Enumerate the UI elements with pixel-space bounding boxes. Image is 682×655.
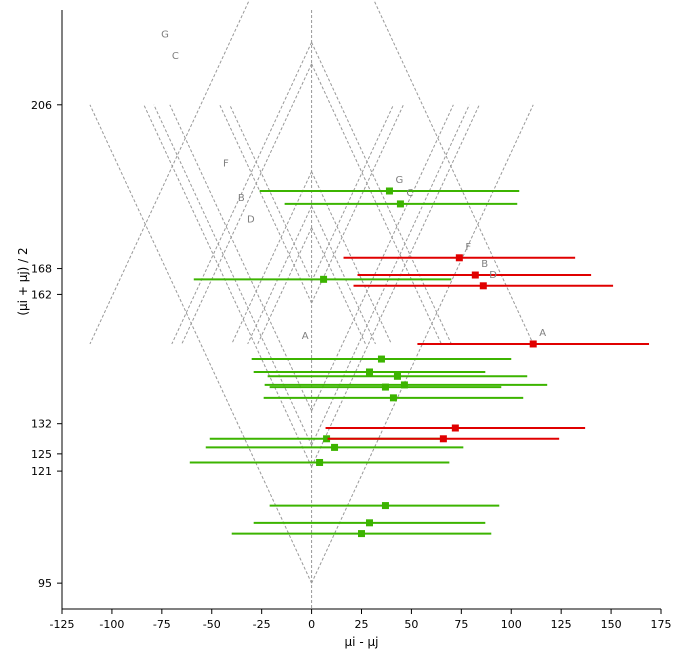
diamond-guide-line [311,104,404,304]
interval-marker [320,275,328,283]
diamond-guide-line [219,104,313,304]
x-tick-label: 25 [355,618,369,631]
diamond-labels: EEGCFBDA [161,29,309,342]
x-tick-label: -75 [153,618,171,631]
interval-marker [400,381,408,389]
diamond-guide-line [311,104,534,584]
interval-marker [385,187,393,195]
interval-marker [389,394,397,402]
x-tick-label: -100 [99,618,124,631]
diamond-guide-line [247,205,313,345]
interval-marker [471,271,479,279]
x-tick-label: -125 [50,618,75,631]
x-tick-label: 175 [651,618,672,631]
interval-marker [316,458,324,466]
y-tick-label: 125 [31,448,52,461]
interval-marker [358,530,365,538]
interval-marker [381,383,389,391]
interval-label: D [489,270,497,281]
diamond-guide-line [153,104,313,446]
interval-marker [479,282,487,290]
interval-marker [439,435,447,443]
y-tick-label: 132 [31,418,52,431]
x-axis-title: μi - μj [345,635,379,649]
y-tick-label: 162 [31,288,52,301]
interval-label: C [406,188,413,199]
diamond-guide-line [311,171,392,345]
y-axis-title: (μi + μj) / 2 [16,247,30,315]
x-tick-label: 50 [404,618,418,631]
interval-marker [365,519,373,527]
diamond-guide-line [311,42,452,345]
x-tick-label: -25 [253,618,271,631]
x-tick-label: 75 [454,618,468,631]
diamond-guide-line [373,0,534,345]
interval-marker [396,200,404,208]
diamond-guide-line [311,63,442,345]
x-tick-label: 150 [601,618,622,631]
interval-marker [529,340,537,348]
interval-marker [381,502,389,510]
interval-marker [455,254,463,262]
x-tick-label: 0 [308,618,315,631]
diamond-guide-line [229,104,313,282]
diamond-guide-line [89,104,313,584]
diamond-guide-line [89,0,250,345]
interval-label: A [539,328,546,339]
interval-label: F [465,242,471,253]
interval-marker [377,355,385,363]
diamond-guide-line [143,104,313,468]
x-tick-label: 100 [501,618,522,631]
interval-label: B [481,259,488,270]
interval-marker [393,372,401,380]
diamond-label: G [161,29,169,40]
diamond-label: A [302,331,309,342]
diamond-guide-line [231,171,313,345]
interval-marker [323,435,331,443]
diamond-guide-line [171,42,313,345]
diamond-guide-line [169,104,313,411]
diamond-guide-line [311,104,480,468]
diamond-guide-lines [89,0,534,584]
x-tick-label: 125 [551,618,572,631]
diamond-label: F [223,159,229,170]
diamond-guide-line [311,205,376,345]
x-tick-label: -50 [203,618,221,631]
x-axis-ticks: -125 -100 -75 -50 -25 0 25 50 75 100 125 150 175 [50,609,672,631]
axes [61,10,661,610]
y-tick-label: 95 [38,577,52,590]
y-tick-label: 168 [31,263,52,276]
diamond-label: B [238,193,245,204]
diamond-guide-line [311,227,366,345]
diamond-label: D [247,215,255,226]
y-axis-ticks: 95 121 125 132 162 168 206 [31,99,62,590]
diamond-guide-line [181,63,313,345]
y-tick-label: 121 [31,465,52,478]
interval-marker [451,424,459,432]
interval-marker [365,368,373,376]
diamond-guide-line [257,227,313,345]
diamond-label: C [172,51,179,62]
diamond-guide-line [311,104,394,282]
interval-label: G [395,175,403,186]
interval-marker [331,443,339,451]
y-tick-label: 206 [31,99,52,112]
